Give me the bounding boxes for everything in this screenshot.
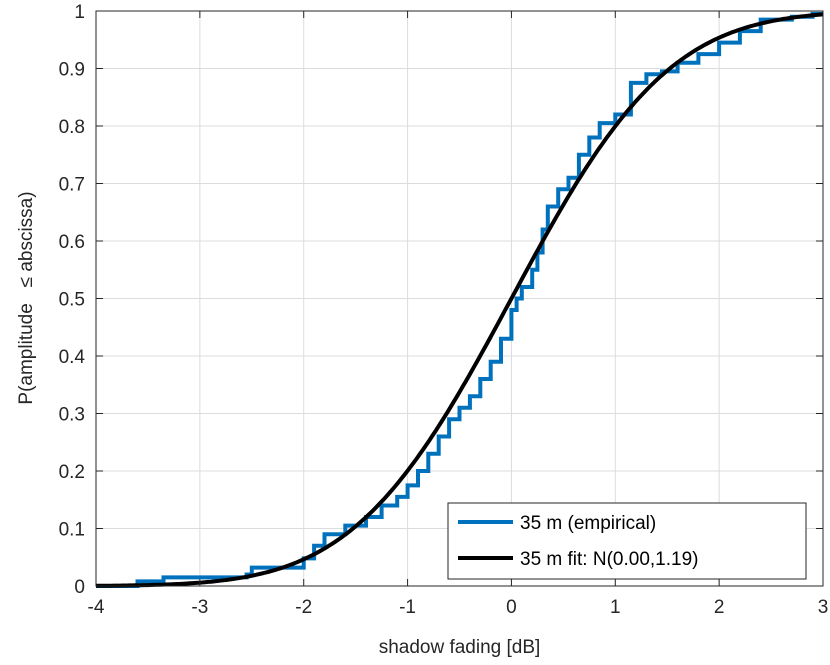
y-axis-label: P(amplitude ≤ abscissa)	[16, 191, 37, 404]
x-tick-label: -1	[399, 597, 416, 618]
x-tick-label: -2	[295, 597, 312, 618]
x-tick-label: 2	[714, 597, 725, 618]
x-tick-label: -3	[191, 597, 208, 618]
y-tick-label: 0.8	[59, 117, 85, 138]
legend-label-fit: 35 m fit: N(0.00,1.19)	[520, 549, 698, 570]
legend-label-empirical: 35 m (empirical)	[520, 513, 656, 534]
x-tick-label: 1	[610, 597, 621, 618]
y-tick-label: 0.5	[59, 290, 85, 311]
y-tick-label: 0.9	[59, 60, 85, 81]
x-tick-label: 0	[506, 597, 517, 618]
series-line-fit	[96, 12, 824, 588]
y-tick-label: 0.6	[59, 232, 85, 253]
y-tick-label: 0.1	[59, 520, 85, 541]
y-tick-label: 0.2	[59, 462, 85, 483]
legend-box	[447, 502, 807, 580]
tick-marks	[95, 10, 824, 587]
x-tick-labels: -4 -3 -2 -1 0 1 2 3	[88, 597, 829, 618]
series-layer	[96, 11, 824, 588]
y-tick-label: 0.3	[59, 405, 85, 426]
legend: 35 m (empirical) 35 m fit: N(0.00,1.19)	[447, 502, 807, 580]
y-tick-label: 0	[74, 577, 85, 598]
x-tick-label: 3	[818, 597, 829, 618]
y-tick-labels: 0 0.1 0.2 0.3 0.4 0.5 0.6 0.7 0.8 0.9 1	[59, 2, 86, 598]
x-tick-label: -4	[88, 597, 105, 618]
x-axis-label: shadow fading [dB]	[379, 637, 541, 658]
y-tick-label: 0.7	[59, 175, 85, 196]
y-tick-label: 1	[74, 2, 85, 23]
series-line-empirical	[96, 11, 823, 588]
y-tick-label: 0.4	[59, 347, 86, 368]
